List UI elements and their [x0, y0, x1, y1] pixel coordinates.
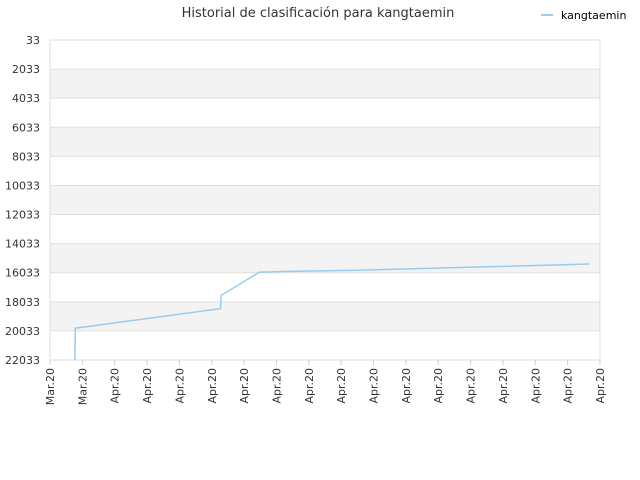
x-tick-label: Apr.20: [173, 368, 186, 404]
x-tick-label: Mar.20: [44, 368, 57, 405]
plot-band: [50, 127, 600, 157]
chart-title: Historial de clasificación para kangtaem…: [182, 6, 455, 21]
x-axis: Mar.20 Mar.20 Apr.20 Apr.20 Apr.20 Apr.20 Apr.…: [44, 360, 607, 405]
x-tick-label: Apr.20: [270, 368, 283, 404]
x-tick-label: Apr.20: [109, 368, 122, 404]
x-tick-label: Apr.20: [432, 368, 445, 404]
x-tick-label: Apr.20: [303, 368, 316, 404]
y-tick-label: 6033: [12, 121, 40, 134]
legend: kangtaemin: [541, 9, 626, 22]
y-tick-label: 8033: [12, 150, 40, 163]
plot-bands: [50, 69, 600, 331]
x-tick-label: Apr.20: [368, 368, 381, 404]
x-tick-label: Apr.20: [529, 368, 542, 404]
x-tick-label: Apr.20: [238, 368, 251, 404]
x-tick-label: Apr.20: [594, 368, 607, 404]
y-tick-label: 20033: [5, 325, 40, 338]
y-tick-label: 10033: [5, 179, 40, 192]
x-tick-label: Apr.20: [465, 368, 478, 404]
x-tick-label: Apr.20: [562, 368, 575, 404]
y-tick-label: 2033: [12, 63, 40, 76]
x-tick-label: Apr.20: [497, 368, 510, 404]
y-tick-label: 14033: [5, 238, 40, 251]
y-axis: 33 2033 4033 6033 8033 10033 12033 14033 16033 18…: [5, 34, 40, 367]
x-tick-label: Apr.20: [400, 368, 413, 404]
plot-band: [50, 243, 600, 273]
y-tick-label: 33: [26, 34, 40, 47]
legend-label: kangtaemin: [561, 9, 626, 22]
series-layer: [74, 263, 590, 361]
y-tick-label: 22033: [5, 354, 40, 367]
plot-band: [50, 301, 600, 331]
y-tick-label: 12033: [5, 209, 40, 222]
plot-band: [50, 69, 600, 99]
y-tick-label: 4033: [12, 92, 40, 105]
y-tick-label: 18033: [5, 296, 40, 309]
x-tick-label: Apr.20: [335, 368, 348, 404]
x-tick-label: Apr.20: [206, 368, 219, 404]
x-tick-label: Mar.20: [76, 368, 89, 405]
y-tick-label: 16033: [5, 267, 40, 280]
plot-area-border: [49, 39, 601, 361]
x-tick-label: Apr.20: [141, 368, 154, 404]
series-line-kangtaemin: [74, 263, 590, 361]
plot-band: [50, 185, 600, 215]
